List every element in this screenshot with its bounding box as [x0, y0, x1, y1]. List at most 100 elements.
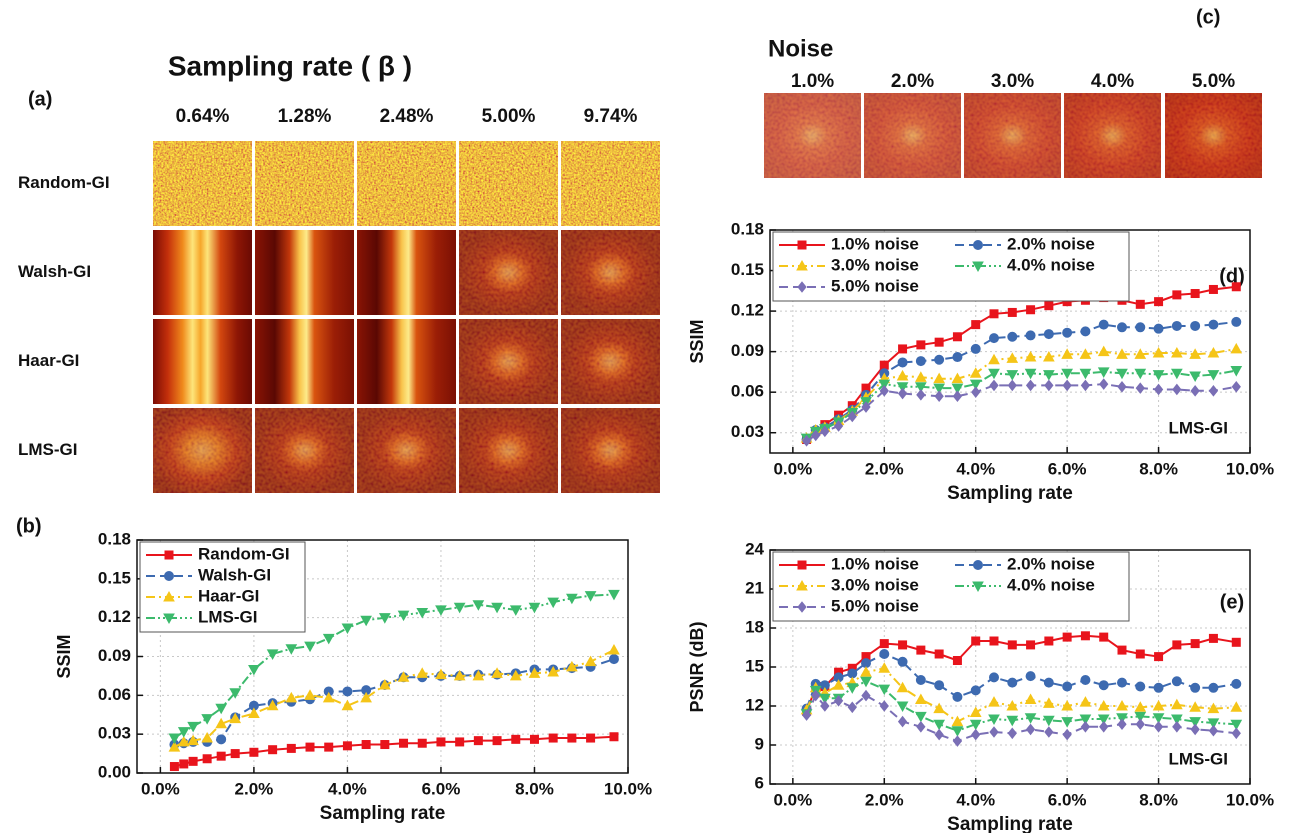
panel-title: Sampling rate ( β ): [168, 50, 412, 81]
marker: [1118, 719, 1126, 729]
y-axis-label: SSIM: [687, 319, 707, 363]
y-tick-label: 0.00: [98, 762, 131, 781]
marker: [935, 650, 943, 658]
thumbnail: [153, 319, 252, 404]
series-line: [807, 654, 1237, 709]
marker: [1081, 722, 1089, 732]
marker: [989, 697, 999, 706]
thumbnail-noise: [1165, 93, 1262, 178]
marker: [990, 637, 998, 645]
y-tick-label: 24: [745, 539, 764, 558]
marker: [952, 717, 962, 726]
marker: [1027, 306, 1035, 314]
marker: [610, 733, 618, 741]
marker: [1118, 382, 1126, 392]
x-tick-label: 2.0%: [865, 459, 904, 478]
y-tick-label: 18: [745, 617, 764, 636]
marker: [1173, 384, 1181, 394]
marker: [609, 645, 619, 654]
column-label: 5.00%: [482, 106, 536, 127]
legend-label: LMS-GI: [198, 607, 258, 626]
marker: [1173, 641, 1181, 649]
legend-label: 4.0% noise: [1007, 575, 1095, 594]
y-tick-label: 0.06: [731, 382, 764, 401]
marker: [989, 355, 999, 364]
thumbnail-noise: [561, 319, 660, 404]
thumbnail: [255, 319, 354, 404]
marker: [548, 598, 558, 607]
thumbnail-noise: [459, 230, 558, 315]
marker: [217, 735, 226, 744]
marker: [587, 734, 595, 742]
x-tick-label: 8.0%: [1139, 790, 1178, 809]
column-label: 2.0%: [891, 71, 934, 92]
marker: [1172, 321, 1181, 330]
marker: [287, 744, 295, 752]
column-label: 5.0%: [1192, 71, 1235, 92]
series-line: [807, 287, 1237, 440]
marker: [899, 345, 907, 353]
y-tick-label: 0.15: [731, 260, 764, 279]
marker: [916, 695, 926, 704]
marker: [343, 687, 352, 696]
marker: [1045, 380, 1053, 390]
marker: [880, 701, 888, 711]
column-label: 3.0%: [991, 71, 1034, 92]
column-label: 0.64%: [176, 106, 230, 127]
marker: [306, 743, 314, 751]
x-tick-label: 4.0%: [956, 459, 995, 478]
thumbnail-noise: [255, 408, 354, 493]
marker: [989, 369, 999, 378]
marker: [1026, 695, 1036, 704]
legend-label: 5.0% noise: [831, 596, 919, 615]
marker: [1155, 722, 1163, 732]
marker: [474, 737, 482, 745]
marker: [217, 752, 225, 760]
marker: [1155, 298, 1163, 306]
marker: [586, 657, 596, 666]
legend-label: Walsh-GI: [198, 565, 271, 584]
marker: [1232, 382, 1240, 392]
marker: [972, 730, 980, 740]
marker: [1044, 330, 1053, 339]
marker: [1191, 640, 1199, 648]
marker: [202, 715, 212, 724]
thumbnail: [357, 141, 456, 226]
column-label: 1.28%: [278, 106, 332, 127]
marker: [971, 344, 980, 353]
marker: [953, 391, 961, 401]
marker: [418, 739, 426, 747]
marker: [952, 727, 962, 736]
marker: [935, 338, 943, 346]
x-tick-label: 0.0%: [773, 790, 812, 809]
marker: [847, 684, 857, 693]
marker: [400, 739, 408, 747]
thumbnail-noise: [459, 319, 558, 404]
marker: [917, 646, 925, 654]
thumbnail-noise: [357, 408, 456, 493]
marker: [1118, 646, 1126, 654]
marker: [898, 657, 907, 666]
legend-label: 1.0% noise: [831, 554, 919, 573]
marker: [934, 704, 944, 713]
marker: [1154, 324, 1163, 333]
marker: [879, 663, 889, 672]
marker: [916, 357, 925, 366]
marker: [1081, 327, 1090, 336]
marker: [1062, 369, 1072, 378]
marker: [1063, 328, 1072, 337]
marker: [1099, 320, 1108, 329]
marker: [899, 717, 907, 727]
thumbnail-noise: [561, 408, 660, 493]
thumbnail-noise: [1064, 93, 1161, 178]
y-tick-label: 0.09: [98, 646, 131, 665]
thumbnail-noise: [561, 230, 660, 315]
legend-marker: [974, 561, 983, 570]
marker: [342, 624, 352, 633]
panel-title: Noise: [768, 35, 833, 62]
marker: [1172, 369, 1182, 378]
x-tick-label: 6.0%: [422, 779, 461, 798]
marker: [1081, 632, 1089, 640]
marker: [1118, 323, 1127, 332]
marker: [1209, 683, 1218, 692]
